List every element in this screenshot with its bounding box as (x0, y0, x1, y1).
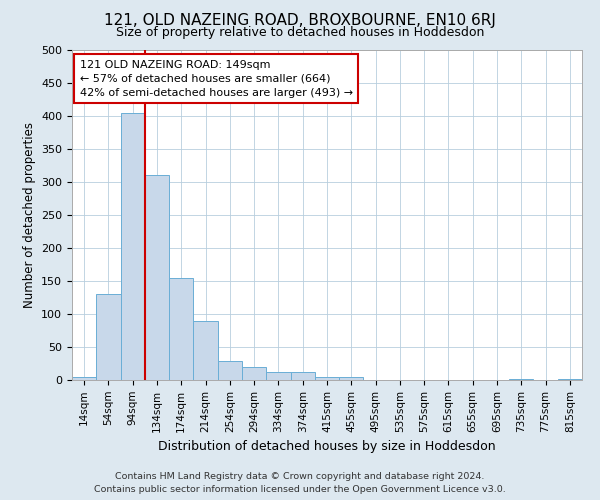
Bar (169, 278, 193, 380)
Text: Size of property relative to detached houses in Hoddesdon: Size of property relative to detached ho… (116, 26, 484, 39)
Bar (72, 376, 96, 380)
Y-axis label: Number of detached properties: Number of detached properties (23, 122, 35, 308)
Bar (339, 376, 364, 380)
Text: Contains HM Land Registry data © Crown copyright and database right 2024.
Contai: Contains HM Land Registry data © Crown c… (94, 472, 506, 494)
Bar (218, 361, 242, 380)
Bar (266, 372, 290, 380)
Bar (145, 176, 169, 380)
Bar (290, 372, 315, 380)
Bar (242, 367, 266, 380)
Bar (315, 376, 339, 380)
Text: 121 OLD NAZEING ROAD: 149sqm
← 57% of detached houses are smaller (664)
42% of s: 121 OLD NAZEING ROAD: 149sqm ← 57% of de… (80, 60, 353, 98)
Text: 121, OLD NAZEING ROAD, BROXBOURNE, EN10 6RJ: 121, OLD NAZEING ROAD, BROXBOURNE, EN10 … (104, 12, 496, 28)
X-axis label: Distribution of detached houses by size in Hoddesdon: Distribution of detached houses by size … (158, 440, 496, 453)
Bar (509, 378, 533, 380)
Bar (121, 112, 145, 380)
Bar (96, 294, 121, 380)
Bar (193, 320, 218, 380)
